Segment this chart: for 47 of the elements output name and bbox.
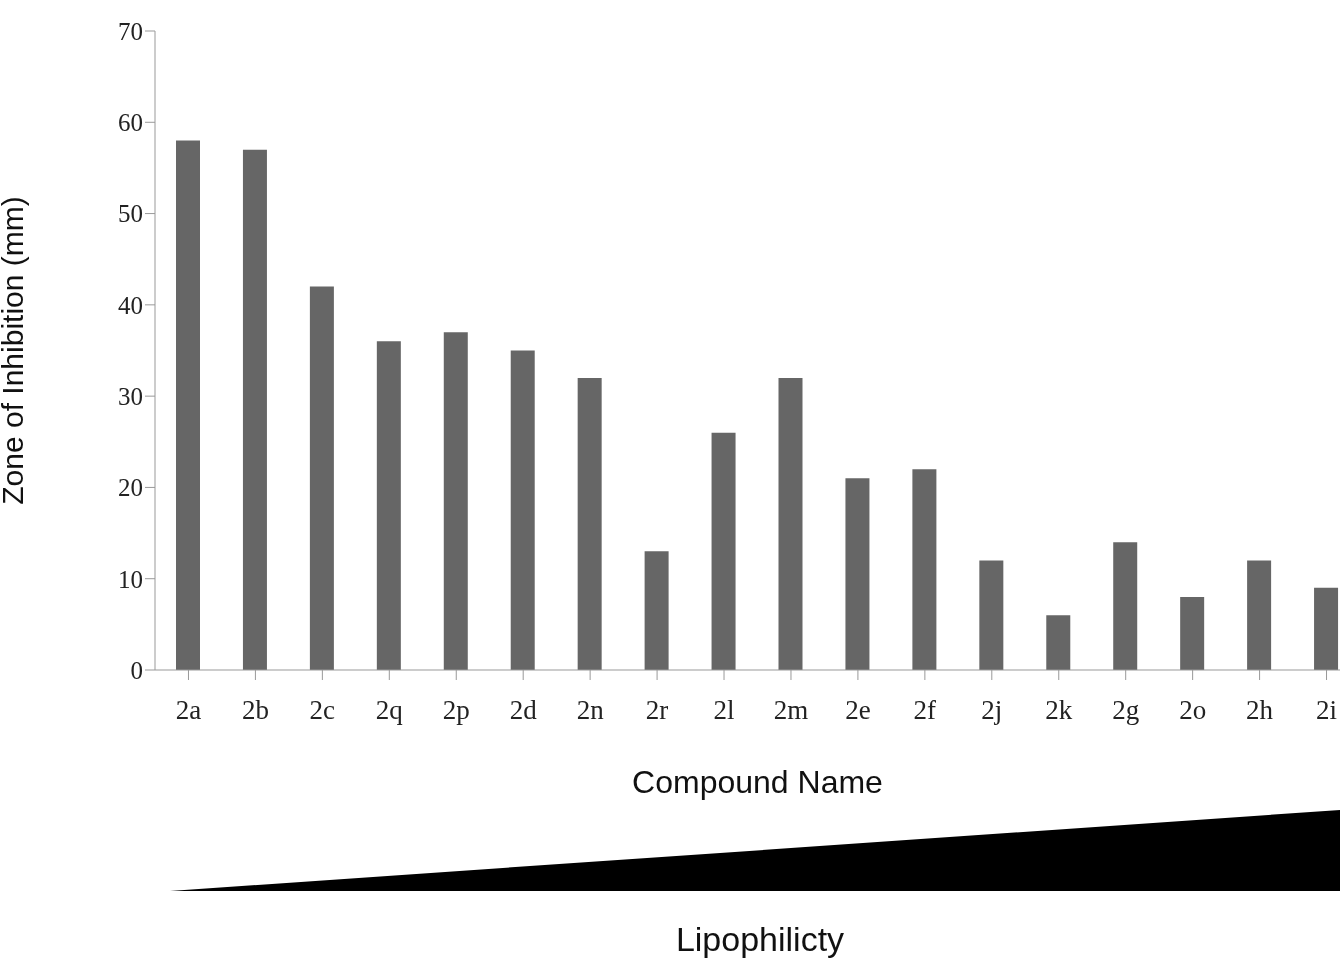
x-tick-label: 2i [1316,695,1338,726]
x-tick-label: 2k [1045,695,1073,726]
bar [711,432,736,670]
y-axis-title: Zone of Inhibition (mm) [0,196,29,505]
x-tick-label: 2r [645,695,669,726]
x-tick-label: 2q [375,695,404,726]
x-tick-label: 2m [773,695,809,726]
y-tick-label: 70 [118,17,143,45]
x-tick-label: 2a [175,695,202,726]
x-tick-label: 2j [981,695,1003,726]
y-tick-label: 40 [118,291,143,319]
bar [242,149,267,670]
x-tick-label: 2d [509,695,538,726]
y-tick-label: 30 [118,383,143,411]
bar [1046,615,1071,670]
bar [1247,560,1272,670]
x-tick-label: 2l [713,695,735,726]
bar [912,469,937,670]
y-tick-label: 50 [118,200,143,228]
x-tick-label: 2g [1112,695,1140,726]
x-tick-label: 2b [241,695,269,726]
x-tick-label: 2n [576,695,605,726]
bar [845,478,870,670]
bar [510,350,535,670]
x-axis-title: Compound Name [632,763,883,800]
bar [577,377,602,670]
x-tick-label: 2h [1246,695,1274,726]
y-tick-label: 10 [118,565,143,593]
bar [979,560,1004,670]
x-tick-label: 2e [845,695,871,726]
bar [644,551,669,670]
bar [376,341,401,670]
y-tick-label: 20 [118,474,143,502]
x-tick-label: 2p [442,695,470,726]
bar [176,140,200,670]
y-tick-label: 60 [118,109,143,137]
x-tick-label: 2c [309,695,336,726]
bar [443,332,468,670]
bar [309,286,334,670]
bar [778,377,803,670]
y-tick-label: 0 [130,656,143,684]
bar [1314,587,1339,670]
text: Lipophilicty [674,920,846,959]
bar [1180,596,1205,670]
x-tick-label: 2f [913,695,937,726]
bar [1113,542,1138,670]
x-tick-label: 2o [1179,695,1207,726]
